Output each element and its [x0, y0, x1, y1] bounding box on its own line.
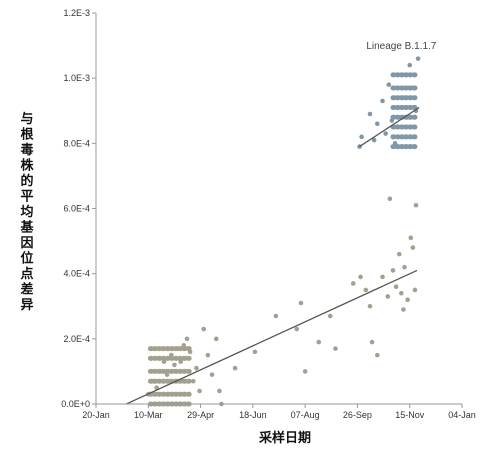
data-point: [392, 141, 398, 146]
y-tick-label: 2.0E-4: [63, 334, 90, 344]
y-axis-title: 与根毒株的平均基因位点差异: [19, 112, 34, 313]
data-point: [415, 56, 421, 61]
data-point: [187, 349, 193, 355]
data-points: [145, 56, 421, 407]
x-tick-label: 20-Jan: [82, 410, 110, 420]
data-point: [383, 131, 388, 136]
data-point: [273, 313, 279, 319]
data-point: [184, 336, 190, 342]
data-point: [194, 365, 199, 371]
data-point: [405, 297, 410, 303]
trendline-other: [126, 269, 418, 405]
data-point: [172, 362, 177, 368]
data-point: [358, 274, 363, 280]
data-point: [150, 378, 155, 384]
data-point: [327, 313, 333, 319]
x-tick-label: 18-Jun: [239, 410, 267, 420]
data-point: [410, 85, 416, 91]
x-axis-title: 采样日期: [258, 430, 311, 446]
y-tick-label: 8.0E-4: [63, 138, 90, 148]
data-point: [407, 62, 413, 68]
data-point: [164, 372, 170, 377]
data-point: [181, 343, 187, 348]
axes: [95, 13, 462, 405]
data-point: [197, 388, 202, 394]
data-point: [387, 196, 393, 202]
data-point: [209, 372, 215, 377]
data-point: [298, 300, 304, 306]
data-point: [402, 95, 407, 101]
x-tick-label: 10-Mar: [134, 410, 163, 420]
data-point: [374, 121, 380, 127]
trendlines: [126, 106, 420, 405]
x-tick-label: 29-Apr: [187, 410, 214, 420]
data-point: [385, 294, 391, 299]
trendline-b117: [359, 106, 420, 148]
data-point: [178, 359, 184, 364]
data-point: [168, 352, 174, 358]
data-point: [190, 378, 196, 384]
data-point: [252, 349, 258, 355]
data-point: [369, 339, 375, 345]
data-point: [399, 72, 404, 78]
data-point: [389, 118, 395, 123]
data-point: [380, 274, 385, 280]
data-point: [395, 105, 401, 110]
data-point: [213, 336, 219, 342]
data-point: [161, 359, 167, 364]
x-tick-label: 04-Jan: [448, 410, 476, 420]
x-tick-label: 15-Nov: [395, 410, 425, 420]
data-point: [413, 202, 419, 208]
data-point: [408, 235, 414, 241]
data-point: [399, 290, 404, 296]
tick-labels: 0.0E+0 2.0E-4 4.0E-4 6.0E-4 8.0E-4 1.0E-3 1.2E…: [61, 8, 476, 420]
data-point: [367, 111, 373, 117]
data-point: [402, 264, 407, 270]
data-point: [412, 287, 418, 293]
x-tick-label: 26-Sep: [343, 410, 372, 420]
data-point: [393, 284, 399, 290]
data-point: [410, 245, 416, 250]
data-point: [158, 369, 164, 374]
y-tick-label: 1.2E-3: [63, 8, 90, 18]
y-tick-label: 1.0E-3: [63, 73, 90, 83]
lineage-annotation: Lineage B.1.1.7: [366, 41, 436, 52]
data-point: [396, 251, 402, 257]
data-point: [294, 326, 300, 332]
data-point: [401, 307, 406, 312]
data-point: [380, 98, 385, 104]
data-point: [205, 352, 211, 358]
data-point: [175, 346, 180, 351]
data-point: [359, 134, 364, 140]
x-tick-label: 07-Aug: [291, 410, 320, 420]
data-point: [374, 352, 380, 358]
data-point: [201, 326, 207, 332]
data-point: [386, 82, 392, 87]
y-tick-label: 0.0E+0: [61, 399, 90, 409]
data-point: [350, 281, 356, 286]
y-tick-label: 6.0E-4: [63, 204, 90, 214]
data-point: [371, 137, 377, 143]
data-point: [390, 268, 396, 273]
data-point: [367, 303, 373, 309]
data-point: [302, 369, 308, 374]
data-point: [333, 346, 338, 351]
y-tick-label: 4.0E-4: [63, 269, 90, 279]
data-point: [217, 388, 222, 394]
data-point: [363, 287, 369, 293]
data-point: [316, 339, 322, 345]
data-point: [232, 365, 238, 371]
